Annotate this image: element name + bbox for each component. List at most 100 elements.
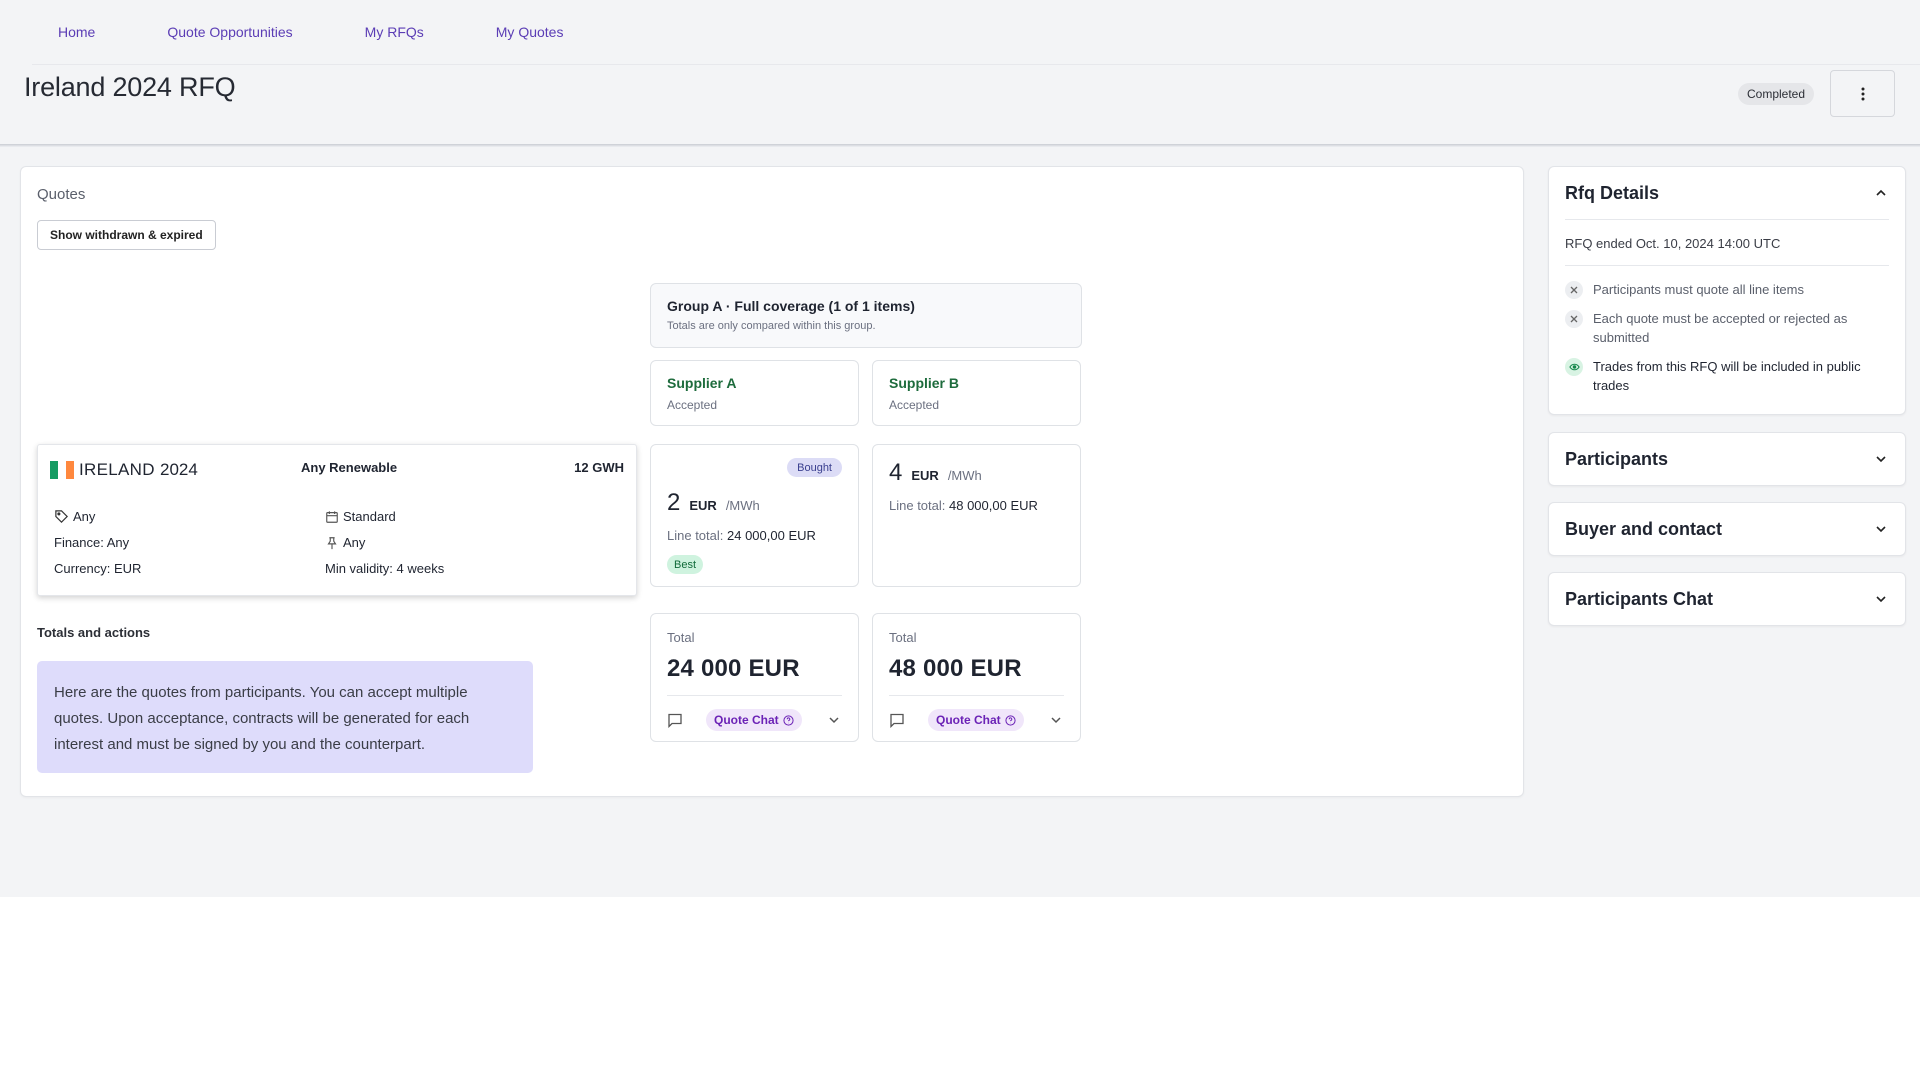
nav-my-quotes[interactable]: My Quotes bbox=[495, 24, 564, 40]
participants-chat-title: Participants Chat bbox=[1565, 588, 1714, 609]
buyer-contact-header[interactable]: Buyer and contact bbox=[1549, 503, 1905, 555]
page-footer-space bbox=[0, 897, 1920, 1080]
header-divider bbox=[0, 144, 1920, 147]
totals-heading: Totals and actions bbox=[37, 625, 151, 640]
quotes-panel: Quotes Show withdrawn & expired Group A … bbox=[20, 166, 1524, 797]
line-item-finance: Finance: Any bbox=[54, 535, 130, 550]
bought-badge: Bought bbox=[787, 458, 842, 477]
chevron-down-icon bbox=[1876, 526, 1886, 533]
x-icon bbox=[1565, 281, 1583, 299]
total-card-b: Total 48 000 EUR Quote Chat bbox=[872, 613, 1081, 742]
line-total: Line total: 48 000,00 EUR bbox=[889, 498, 1038, 513]
line-item-country: IRELAND bbox=[79, 460, 155, 479]
total-divider bbox=[667, 695, 842, 696]
line-item-support: Any bbox=[325, 535, 365, 550]
rule-quote-all-items: Participants must quote all line items bbox=[1565, 280, 1889, 299]
line-item-label: Any bbox=[54, 509, 95, 524]
supplier-name: Supplier B bbox=[889, 375, 960, 391]
total-label: Total bbox=[667, 630, 695, 645]
participants-header[interactable]: Participants bbox=[1549, 433, 1905, 485]
help-circle-icon bbox=[783, 714, 794, 726]
rfq-details-body: RFQ ended Oct. 10, 2024 14:00 UTC Partic… bbox=[1549, 220, 1905, 421]
show-withdrawn-expired-button[interactable]: Show withdrawn & expired bbox=[37, 220, 216, 250]
line-item-min-validity: Min validity: 4 weeks bbox=[325, 561, 445, 576]
nav-quote-opportunities[interactable]: Quote Opportunities bbox=[167, 24, 293, 40]
quote-price: 4 EUR /MWh bbox=[889, 459, 982, 487]
contract-value: Standard bbox=[343, 509, 396, 524]
price-unit: /MWh bbox=[725, 498, 760, 513]
quote-chat-label: Quote Chat bbox=[936, 713, 1001, 727]
top-nav: Home Quote Opportunities My RFQs My Quot… bbox=[0, 0, 1920, 64]
line-item-contract: Standard bbox=[325, 509, 396, 524]
group-subtitle: Totals are only compared within this gro… bbox=[667, 320, 876, 332]
total-card-a: Total 24 000 EUR Quote Chat bbox=[650, 613, 859, 742]
price-unit: /MWh bbox=[947, 468, 982, 483]
info-message: Here are the quotes from participants. Y… bbox=[37, 661, 533, 773]
help-circle-icon bbox=[1005, 714, 1016, 726]
calendar-icon bbox=[326, 510, 338, 523]
buyer-contact-title: Buyer and contact bbox=[1565, 518, 1723, 539]
support-value: Any bbox=[343, 535, 366, 550]
section-divider bbox=[1565, 219, 1889, 220]
line-item-year: 2024 bbox=[160, 460, 198, 479]
rule-text: Participants must quote all line items bbox=[1593, 282, 1804, 297]
nav-my-rfqs[interactable]: My RFQs bbox=[364, 24, 424, 40]
price-value: 2 bbox=[667, 489, 681, 516]
total-actions: Quote Chat bbox=[667, 708, 842, 732]
group-header: Group A · Full coverage (1 of 1 items) T… bbox=[650, 283, 1082, 348]
total-value: 24 000 EUR bbox=[667, 655, 800, 682]
quote-chat-label: Quote Chat bbox=[714, 713, 779, 727]
nav-home[interactable]: Home bbox=[58, 24, 96, 40]
nav-divider bbox=[32, 64, 1920, 65]
pin-icon bbox=[327, 536, 337, 549]
line-item-card: IRELAND 2024 Any Renewable 12 GWH Any Fi… bbox=[37, 444, 637, 596]
chevron-up-icon bbox=[1876, 189, 1886, 196]
rule-accept-as-submitted: Each quote must be accepted or rejected … bbox=[1565, 309, 1889, 347]
more-actions-button[interactable] bbox=[1830, 70, 1895, 117]
participants-chat-header[interactable]: Participants Chat bbox=[1549, 573, 1905, 625]
quote-chat-button[interactable]: Quote Chat bbox=[706, 709, 802, 731]
supplier-status: Accepted bbox=[667, 398, 718, 412]
buyer-contact-panel[interactable]: Buyer and contact bbox=[1548, 502, 1906, 556]
price-value: 4 bbox=[889, 459, 903, 486]
total-value: 48 000 EUR bbox=[889, 655, 1022, 682]
total-divider bbox=[889, 695, 1064, 696]
line-total: Line total: 24 000,00 EUR bbox=[667, 528, 816, 543]
status-badge: Completed bbox=[1738, 83, 1815, 105]
rfq-details-title: Rfq Details bbox=[1565, 182, 1660, 203]
price-currency: EUR bbox=[911, 468, 939, 483]
best-badge: Best bbox=[667, 555, 704, 574]
supplier-status: Accepted bbox=[889, 398, 940, 412]
eye-icon bbox=[1565, 358, 1583, 376]
kebab-icon bbox=[1861, 87, 1864, 100]
price-currency: EUR bbox=[689, 498, 717, 513]
label-value: Any bbox=[73, 509, 96, 524]
quote-chat-button[interactable]: Quote Chat bbox=[928, 709, 1024, 731]
rfq-ended-text: RFQ ended Oct. 10, 2024 14:00 UTC bbox=[1565, 236, 1889, 266]
line-total-value: 48 000,00 EUR bbox=[949, 498, 1038, 513]
x-icon bbox=[1565, 310, 1583, 328]
quote-card-b[interactable]: 4 EUR /MWh Line total: 48 000,00 EUR bbox=[872, 444, 1081, 587]
group-title: Group A · Full coverage (1 of 1 items) bbox=[667, 298, 915, 314]
quote-card-a[interactable]: Bought 2 EUR /MWh Line total: 24 000,00 … bbox=[650, 444, 859, 587]
tag-icon bbox=[55, 510, 68, 523]
quote-price: 2 EUR /MWh bbox=[667, 489, 760, 517]
quotes-title: Quotes bbox=[37, 186, 86, 203]
chevron-down-icon bbox=[1876, 596, 1886, 603]
supplier-name: Supplier A bbox=[667, 375, 737, 391]
message-icon[interactable] bbox=[889, 712, 905, 728]
participants-panel[interactable]: Participants bbox=[1548, 432, 1906, 486]
chevron-down-icon[interactable] bbox=[1048, 712, 1064, 728]
rfq-details-header[interactable]: Rfq Details bbox=[1549, 167, 1905, 219]
rfq-details-panel: Rfq Details RFQ ended Oct. 10, 2024 14:0… bbox=[1548, 166, 1906, 415]
rule-text: Trades from this RFQ will be included in… bbox=[1593, 359, 1861, 393]
chevron-down-icon[interactable] bbox=[826, 712, 842, 728]
participants-chat-panel[interactable]: Participants Chat bbox=[1548, 572, 1906, 626]
ireland-flag-icon bbox=[50, 461, 74, 479]
participants-title: Participants bbox=[1565, 448, 1669, 469]
total-actions: Quote Chat bbox=[889, 708, 1064, 732]
line-item-technology: Any Renewable bbox=[301, 460, 398, 475]
message-icon[interactable] bbox=[667, 712, 683, 728]
supplier-header-b: Supplier B Accepted bbox=[872, 360, 1081, 426]
page-title: Ireland 2024 RFQ bbox=[24, 72, 236, 102]
